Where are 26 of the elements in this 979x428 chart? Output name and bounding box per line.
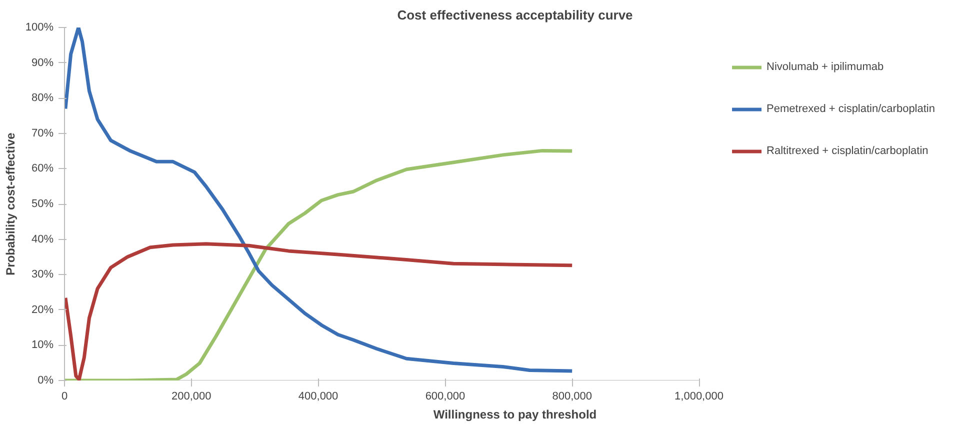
y-tick-label: 90% xyxy=(31,56,54,69)
x-tick-label: 0 xyxy=(61,390,68,402)
y-tick-label: 10% xyxy=(31,339,54,352)
x-axis-title: Willingness to pay threshold xyxy=(433,408,597,422)
x-tick-label: 800,000 xyxy=(552,390,592,402)
line-series xyxy=(64,242,574,380)
y-tick-label: 70% xyxy=(31,127,54,140)
line-series xyxy=(64,148,574,380)
y-tick-label: 30% xyxy=(31,268,54,281)
legend-label: Pemetrexed + cisplatin/carboplatin xyxy=(766,103,935,115)
x-tick-label: 400,000 xyxy=(298,390,338,402)
y-tick-label: 0% xyxy=(38,374,54,386)
y-tick-label: 20% xyxy=(31,304,54,316)
legend-label: Nivolumab + ipilimumab xyxy=(766,61,884,73)
line-series xyxy=(64,28,574,373)
y-tick-label: 60% xyxy=(31,162,54,175)
y-tick-label: 100% xyxy=(25,22,54,34)
y-tick-label: 40% xyxy=(31,233,54,246)
x-tick-label: 1,000,000 xyxy=(674,390,724,402)
legend-label: Raltitrexed + cisplatin/carboplatin xyxy=(766,145,928,157)
x-tick-label: 200,000 xyxy=(172,390,212,402)
y-tick-label: 50% xyxy=(31,198,54,210)
y-axis-title: Probability cost-effective xyxy=(3,132,18,276)
x-tick-label: 600,000 xyxy=(425,390,466,402)
y-tick-label: 80% xyxy=(31,92,54,104)
chart-title: Cost effectiveness acceptability curve xyxy=(397,8,633,22)
